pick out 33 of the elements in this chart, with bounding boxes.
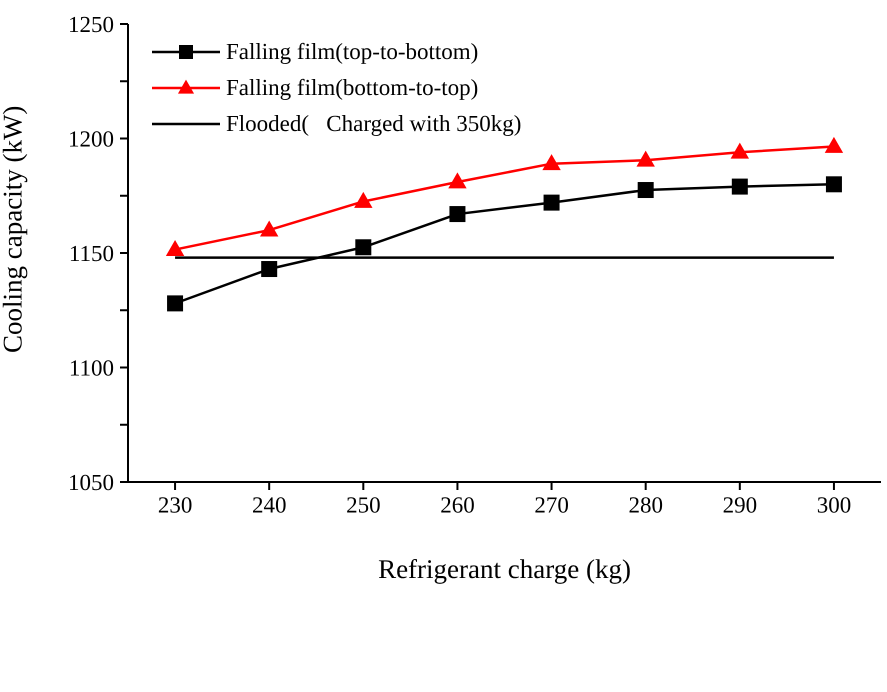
point (449, 206, 466, 222)
x-tick-label: 260 (440, 492, 475, 518)
x-tick-label: 280 (628, 492, 663, 518)
y-axis-title: Cooling capacity (kW) (0, 106, 28, 353)
point (730, 142, 750, 159)
point (824, 136, 844, 153)
x-tick-label: 240 (252, 492, 286, 518)
point (167, 295, 184, 312)
x-tick-label: 290 (722, 492, 758, 518)
point (542, 154, 561, 170)
legend-label: Falling film(top-to-bottom) (226, 38, 478, 66)
point (638, 182, 654, 198)
x-tick-label: 300 (816, 492, 852, 518)
x-axis-title: Refrigerant charge (kg) (378, 554, 631, 584)
point (354, 192, 373, 208)
x-tick-label: 230 (158, 492, 192, 518)
point (260, 220, 278, 236)
legend-label: Flooded( Charged with 350kg) (226, 110, 522, 138)
point (732, 178, 748, 195)
y-tick-label: 1250 (68, 12, 114, 38)
y-tick-label: 1200 (68, 126, 114, 152)
x-tick-label: 250 (346, 492, 381, 518)
point (826, 176, 842, 192)
y-tick-label: 1050 (68, 470, 114, 496)
point (636, 150, 655, 167)
legend-label: Falling film(bottom-to-top) (226, 74, 478, 102)
point (544, 194, 560, 211)
y-tick-label: 1150 (68, 241, 114, 266)
y-tick-label: 1100 (68, 356, 114, 381)
x-tick-label: 270 (534, 492, 569, 518)
point (261, 261, 278, 278)
point (355, 239, 372, 256)
point (448, 172, 467, 188)
